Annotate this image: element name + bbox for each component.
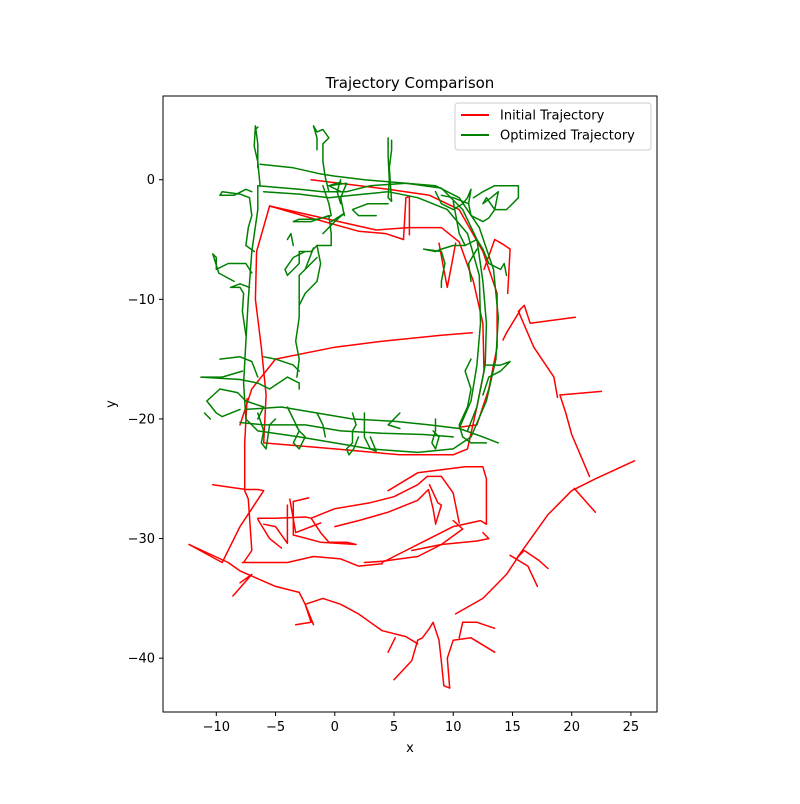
- trajectory-segment: [434, 184, 520, 223]
- trajectory-segment: [502, 310, 521, 341]
- trajectory-segment: [229, 283, 251, 336]
- trajectory-segment: [458, 358, 488, 444]
- series-initial-trajectory: [188, 178, 636, 689]
- trajectory-segment: [458, 424, 478, 429]
- x-tick-label: 5: [390, 720, 398, 735]
- trajectory-segment: [254, 205, 271, 444]
- trajectory-segment: [239, 332, 473, 426]
- trajectory-segment: [257, 518, 283, 549]
- trajectory-segment: [559, 390, 603, 478]
- y-tick-label: −30: [128, 532, 155, 547]
- trajectory-segment: [328, 182, 348, 217]
- trajectory-segment: [239, 421, 454, 438]
- trajectory-segment: [322, 212, 346, 235]
- trajectory-segment: [200, 370, 300, 390]
- trajectory-segment: [253, 125, 261, 187]
- trajectory-segment: [573, 487, 597, 513]
- trajectory-segment: [242, 182, 500, 454]
- trajectory-segment: [262, 205, 485, 456]
- trajectory-segment: [242, 397, 253, 564]
- y-tick-label: 0: [147, 173, 155, 188]
- x-axis-label: x: [406, 741, 414, 756]
- y-axis-label: y: [104, 400, 119, 408]
- plot-frame: [162, 95, 658, 713]
- trajectory-segment: [345, 412, 360, 456]
- y-tick-label: −40: [128, 652, 155, 667]
- trajectory-segment: [219, 356, 259, 378]
- trajectory-segment: [188, 483, 265, 564]
- trajectory-segment: [387, 412, 401, 430]
- trajectory-segment: [310, 475, 460, 524]
- trajectory-segment: [440, 194, 470, 205]
- trajectory-segment: [482, 360, 511, 396]
- x-tick-label: 10: [445, 720, 462, 735]
- trajectory-segment: [245, 406, 500, 444]
- trajectory-segment: [393, 621, 496, 689]
- trajectory-segment: [454, 549, 549, 615]
- trajectory-segment: [428, 483, 443, 525]
- trajectory-segment: [262, 504, 289, 545]
- trajectory-segment: [387, 637, 396, 653]
- trajectory-segment: [259, 163, 488, 432]
- trajectory-segment: [312, 125, 330, 193]
- trajectory-segment: [284, 184, 332, 277]
- y-tick-label: −20: [128, 412, 155, 427]
- trajectory-segment: [203, 412, 212, 420]
- trajectory-segment: [286, 406, 306, 450]
- trajectory-segment: [387, 137, 393, 203]
- trajectory-segment: [286, 232, 295, 247]
- trajectory-segment: [232, 573, 253, 597]
- trajectory-segment: [516, 460, 636, 559]
- x-tick-label: 25: [623, 720, 640, 735]
- trajectory-segment: [363, 519, 464, 564]
- axes-layer: −10 −5 0 5 10 15 20 25 0 −10 −20 −30 −40: [128, 173, 640, 735]
- chart-title: Trajectory Comparison: [325, 74, 495, 92]
- trajectory-segment: [334, 488, 437, 528]
- trajectory-segment: [509, 554, 539, 588]
- legend: Initial Trajectory Optimized Trajectory: [454, 102, 652, 151]
- x-tick-label: 15: [504, 720, 521, 735]
- x-tick-label: 20: [563, 720, 580, 735]
- trajectory-segment: [289, 498, 322, 534]
- trajectory-segment: [219, 188, 255, 253]
- trajectory-segment: [438, 242, 457, 289]
- trajectory-segment: [467, 248, 478, 283]
- trajectory-segment: [517, 304, 577, 399]
- trajectory-segment: [411, 531, 490, 552]
- trajectory-segment: [257, 412, 277, 450]
- x-tick-label: −5: [266, 720, 285, 735]
- trajectory-segment: [316, 412, 327, 438]
- legend-label-initial: Initial Trajectory: [500, 109, 605, 124]
- series-optimized-trajectory: [200, 125, 520, 456]
- y-tick-label: −10: [128, 293, 155, 308]
- trajectory-segment: [212, 253, 253, 283]
- trajectory-segment: [188, 543, 419, 645]
- trajectory-segment: [458, 621, 496, 639]
- trajectory-segment: [381, 466, 488, 564]
- trajectory-segment: [402, 195, 411, 241]
- legend-box: [454, 102, 652, 151]
- trajectory-segment: [431, 418, 440, 450]
- legend-label-optimized: Optimized Trajectory: [500, 129, 635, 144]
- trajectory-segment: [257, 497, 357, 546]
- trajectory-segment: [351, 202, 389, 217]
- trajectory-segment: [262, 356, 300, 372]
- trajectory-segment: [483, 238, 511, 295]
- x-tick-label: −10: [203, 720, 230, 735]
- trajectory-segment: [255, 126, 259, 130]
- trajectory-segment: [262, 190, 482, 430]
- trajectory-segment: [294, 247, 318, 378]
- trajectory-segment: [363, 412, 377, 452]
- trajectory-segment: [422, 200, 466, 289]
- trajectory-segment: [294, 603, 315, 626]
- x-tick-label: 0: [331, 720, 339, 735]
- trajectory-segment: [268, 205, 405, 241]
- data-layer: [188, 125, 636, 689]
- trajectory-segment: [241, 555, 383, 567]
- trajectory-segment: [464, 238, 508, 277]
- trajectory-segment: [298, 244, 322, 307]
- trajectory-segment: [206, 388, 265, 420]
